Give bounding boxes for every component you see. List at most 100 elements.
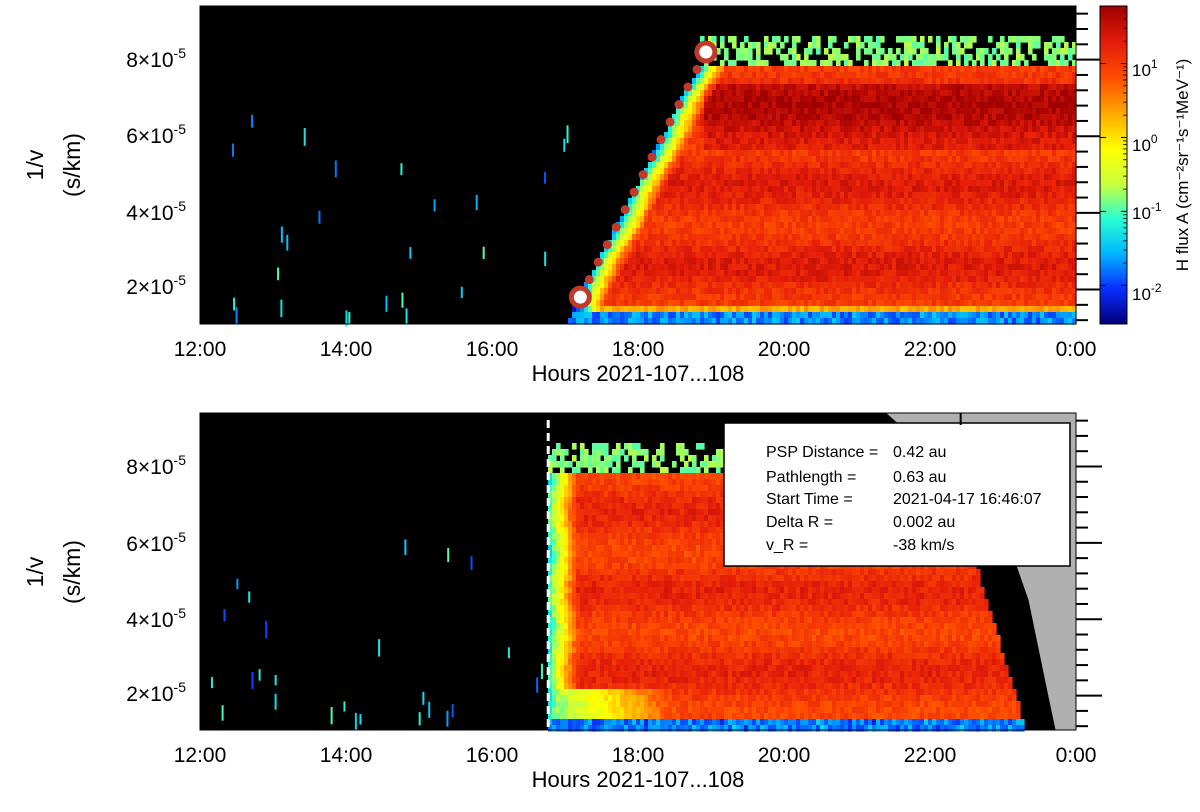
heat-cell [724, 318, 729, 325]
heat-cell [732, 150, 737, 157]
heat-cell [1032, 162, 1037, 169]
heat-cell [832, 120, 837, 127]
heat-cell [848, 276, 853, 283]
heat-cell [824, 102, 829, 109]
heat-cell [784, 252, 789, 259]
heat-cell [984, 222, 989, 229]
heat-cell [912, 156, 917, 163]
heat-cell [932, 198, 937, 205]
heat-cell [808, 132, 813, 139]
heat-cell [808, 66, 813, 73]
heat-cell [876, 192, 881, 199]
heat-cell [724, 54, 729, 61]
heat-cell [1004, 162, 1009, 169]
heat-cell [696, 132, 701, 139]
heat-cell [952, 246, 957, 253]
heat-cell [748, 288, 753, 295]
heat-cell [804, 60, 809, 67]
heat-cell [840, 180, 845, 187]
heat-cell [1000, 282, 1005, 289]
heat-cell [1064, 300, 1069, 307]
heat-cell [1048, 246, 1053, 253]
heat-cell [928, 90, 933, 97]
heat-cell [752, 264, 757, 271]
heat-cell [948, 300, 953, 307]
heat-cell [696, 288, 701, 295]
heat-cell [632, 198, 637, 205]
heat-cell [884, 222, 889, 229]
heat-cell [824, 294, 829, 301]
heat-cell [1024, 288, 1029, 295]
heat-cell [908, 48, 913, 55]
heat-cell [880, 222, 885, 229]
heat-cell [880, 270, 885, 277]
heat-cell [956, 306, 961, 313]
heat-cell [932, 228, 937, 235]
heat-cell [964, 294, 969, 301]
heat-cell [704, 312, 709, 319]
heat-cell [772, 294, 777, 301]
heat-cell [792, 294, 797, 301]
heat-cell [828, 162, 833, 169]
heat-cell [732, 318, 737, 325]
heat-cell [1028, 252, 1033, 259]
heat-cell [808, 318, 813, 325]
heat-cell [824, 246, 829, 253]
heat-cell [1052, 186, 1057, 193]
heat-cell [716, 78, 721, 85]
heat-cell [824, 156, 829, 163]
heat-cell [828, 120, 833, 127]
heat-cell [1000, 108, 1005, 115]
heat-cell [692, 168, 697, 175]
heat-cell [756, 84, 761, 91]
heat-cell [884, 258, 889, 265]
heat-cell [776, 312, 781, 319]
heat-cell [716, 144, 721, 151]
heat-cell [600, 306, 605, 313]
heat-cell [604, 318, 609, 325]
heat-cell [656, 216, 661, 223]
heat-cell [732, 180, 737, 187]
heat-cell [728, 90, 733, 97]
heat-cell [672, 318, 677, 325]
heat-cell [860, 126, 865, 133]
heat-cell [668, 192, 673, 199]
heat-cell [728, 138, 733, 145]
heat-cell [1008, 228, 1013, 235]
heat-cell [980, 234, 985, 241]
heat-cell [912, 318, 917, 325]
heat-cell [704, 120, 709, 127]
heat-cell [664, 270, 669, 277]
heat-cell [924, 48, 929, 55]
heat-cell [868, 210, 873, 217]
heat-cell [792, 222, 797, 229]
heat-cell [844, 174, 849, 181]
heat-cell [780, 84, 785, 91]
heat-cell [596, 300, 601, 307]
heat-cell [828, 234, 833, 241]
heat-cell [624, 270, 629, 277]
heat-cell [868, 282, 873, 289]
heat-cell [876, 114, 881, 121]
heat-cell [1012, 72, 1017, 79]
heat-cell [828, 216, 833, 223]
heat-cell [816, 276, 821, 283]
heat-cell [1048, 198, 1053, 205]
heat-cell [972, 270, 977, 277]
heat-cell [636, 270, 641, 277]
heat-cell [980, 174, 985, 181]
heat-cell [960, 126, 965, 133]
heat-cell [756, 180, 761, 187]
heat-cell [904, 300, 909, 307]
heat-cell [672, 282, 677, 289]
heat-cell [916, 240, 921, 247]
heat-cell [992, 60, 997, 67]
heat-cell [824, 132, 829, 139]
heat-cell [696, 120, 701, 127]
heat-cell [896, 318, 901, 325]
heat-cell [1004, 252, 1009, 259]
heat-cell [908, 36, 913, 43]
heat-cell [888, 156, 893, 163]
heat-cell [920, 96, 925, 103]
heat-cell [784, 108, 789, 115]
